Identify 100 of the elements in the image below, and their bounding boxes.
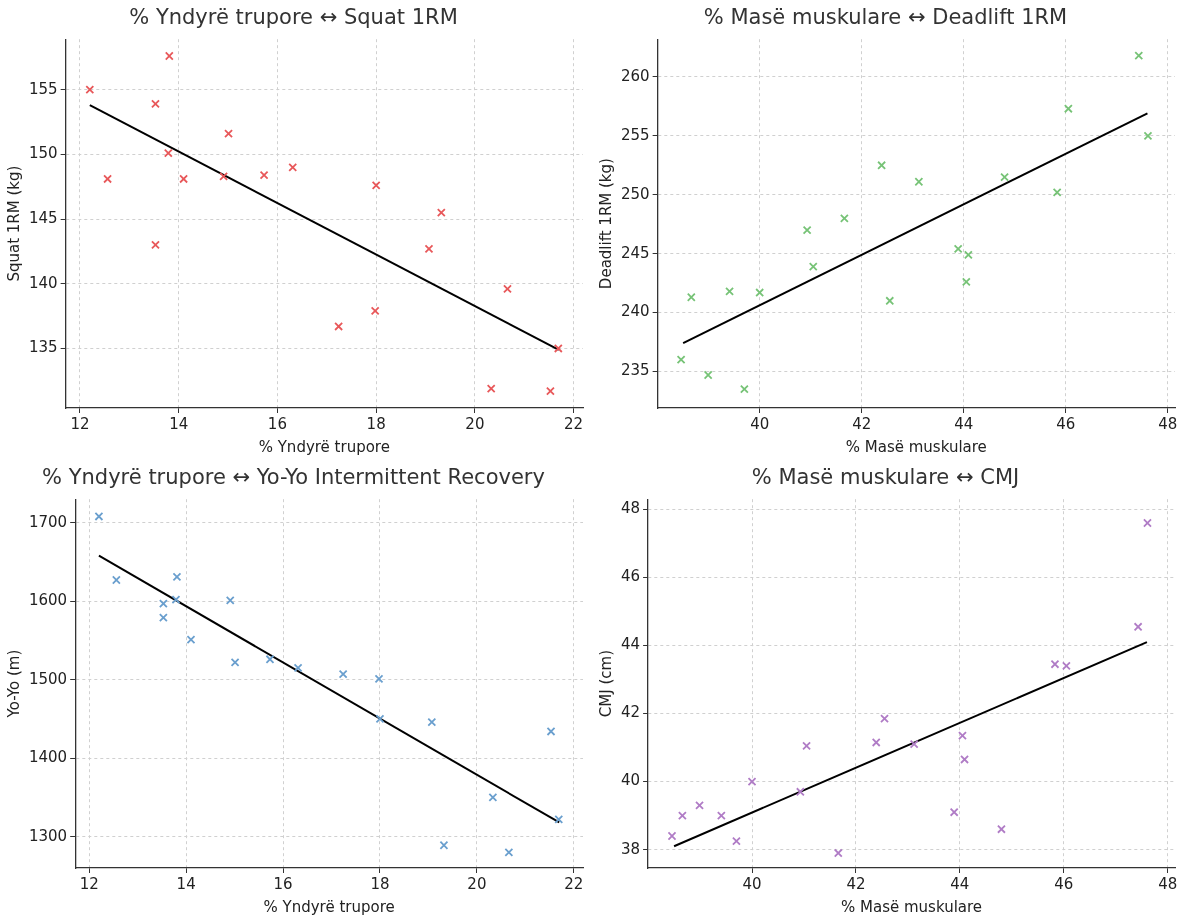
point: [676, 355, 686, 365]
point: [288, 162, 298, 172]
y-tick-label: 1500: [28, 669, 68, 688]
point: [164, 51, 174, 61]
y-tick-label: 250: [620, 184, 650, 203]
point: [179, 174, 189, 184]
x-tick-label: 12: [79, 874, 99, 893]
x-tick-label: 16: [273, 874, 293, 893]
point: [1000, 172, 1010, 182]
point: [163, 148, 173, 158]
y-tick-label: 1700: [28, 512, 68, 531]
y-tick-label: 46: [620, 567, 641, 586]
point: [293, 663, 303, 673]
point: [885, 296, 895, 306]
point: [224, 129, 233, 139]
point: [436, 208, 446, 218]
y-tick-label: 1400: [28, 748, 68, 767]
x-axis-title: % Masë muskulare: [841, 897, 983, 916]
y-tick-label: 145: [28, 208, 58, 227]
x-tick-label: 22: [564, 874, 584, 893]
point: [695, 800, 704, 810]
point: [85, 85, 95, 95]
point: [802, 225, 812, 235]
point: [949, 807, 959, 817]
point: [172, 572, 182, 582]
x-tick-label: 18: [366, 414, 386, 433]
point: [880, 714, 889, 724]
point: [504, 847, 514, 857]
point: [158, 613, 168, 623]
point: [725, 286, 735, 296]
point: [265, 654, 275, 664]
point: [545, 386, 555, 396]
x-tick-label: 44: [954, 414, 974, 433]
point: [554, 814, 564, 824]
point: [374, 674, 384, 684]
point: [151, 240, 160, 250]
y-tick-label: 40: [620, 771, 641, 790]
point: [186, 635, 196, 645]
point: [370, 306, 380, 316]
point: [375, 714, 385, 724]
y-axis-title: CMJ (cm): [596, 650, 615, 718]
x-tick-label: 14: [169, 414, 189, 433]
point: [963, 250, 973, 260]
y-tick-label: 42: [620, 703, 641, 722]
y-tick-label: 240: [620, 302, 650, 321]
point: [958, 731, 967, 741]
point: [755, 288, 765, 297]
y-tick-label: 140: [28, 273, 58, 292]
point: [488, 792, 498, 802]
point: [230, 657, 240, 667]
x-tick-label: 48: [1158, 874, 1178, 893]
point: [219, 171, 229, 181]
x-tick-label: 20: [465, 414, 485, 433]
point: [1052, 187, 1062, 197]
point: [151, 99, 160, 109]
point: [546, 727, 556, 736]
x-tick-label: 12: [70, 414, 90, 433]
x-axis-title: % Yndyrë trupore: [263, 897, 395, 916]
point: [94, 512, 104, 521]
y-axis-title: Yo-Yo (m): [4, 649, 23, 719]
point: [677, 811, 687, 821]
x-tick-label: 20: [467, 874, 487, 893]
point: [503, 284, 512, 294]
chart-title: % Yndyrë trupore ↔ Squat 1RM: [129, 5, 458, 30]
y-axis-title: Deadlift 1RM (kg): [596, 158, 615, 290]
point: [259, 170, 269, 180]
point: [1061, 661, 1071, 671]
x-tick-label: 14: [176, 874, 196, 893]
x-tick-label: 40: [750, 414, 770, 433]
point: [158, 599, 168, 608]
point: [1143, 518, 1152, 528]
chart-title: % Masë muskulare ↔ CMJ: [751, 465, 1020, 490]
point: [427, 717, 437, 727]
x-tick-label: 22: [564, 414, 584, 433]
point: [871, 738, 881, 747]
point: [439, 840, 449, 850]
point: [833, 848, 843, 858]
point: [1050, 659, 1060, 669]
point: [171, 595, 181, 605]
point: [1143, 131, 1153, 141]
point: [334, 322, 344, 331]
x-tick-label: 42: [846, 874, 866, 893]
x-axis-title: % Yndyrë trupore: [258, 437, 390, 456]
point: [747, 777, 757, 787]
y-tick-label: 1300: [28, 826, 68, 845]
y-tick-label: 255: [620, 125, 650, 144]
point: [111, 575, 121, 585]
point: [716, 811, 726, 821]
y-tick-label: 150: [28, 144, 58, 163]
y-tick-label: 155: [28, 79, 58, 98]
chart-title: % Yndyrë trupore ↔ Yo-Yo Intermittent Recovery: [42, 465, 545, 490]
x-tick-label: 48: [1158, 414, 1178, 433]
point: [961, 277, 971, 287]
point: [1133, 622, 1143, 632]
point: [877, 160, 887, 170]
y-tick-label: 44: [620, 635, 641, 654]
x-tick-label: 40: [742, 874, 762, 893]
point: [103, 174, 113, 184]
y-tick-label: 1600: [28, 591, 68, 610]
point: [338, 669, 348, 679]
